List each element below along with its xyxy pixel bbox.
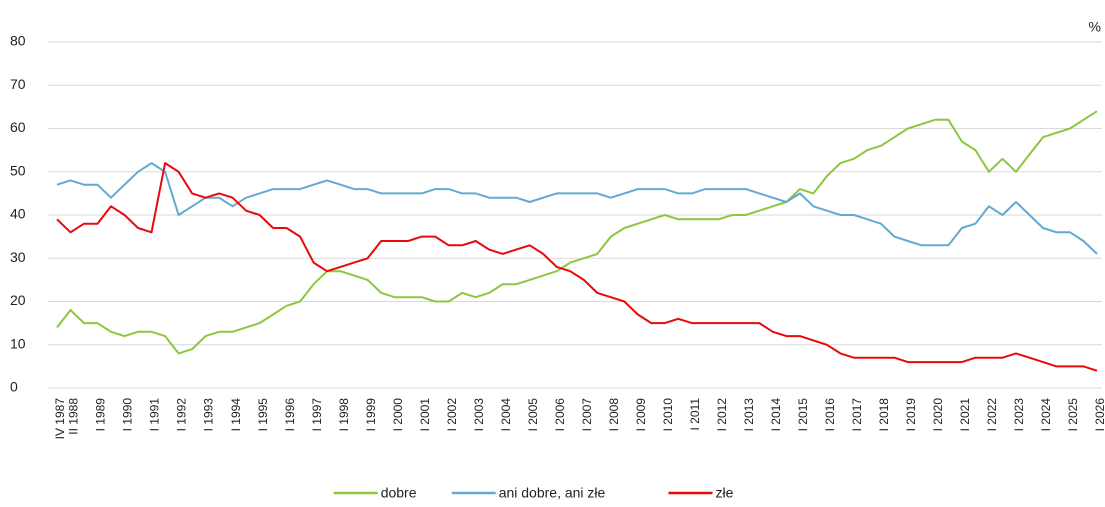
x-tick-label: I 2002: [445, 398, 459, 432]
y-tick-label: 60: [10, 119, 26, 135]
x-tick-label: I 2000: [391, 398, 405, 432]
x-tick-label: I 2022: [985, 398, 999, 432]
x-tick-label: II 1988: [67, 398, 81, 435]
x-tick-label: I 2001: [418, 398, 432, 432]
x-tick-label: I 2021: [958, 398, 972, 432]
y-tick-label: 80: [10, 33, 26, 49]
series-line: [56, 110, 1098, 355]
x-tick-label: I 1997: [310, 398, 324, 432]
legend-label: złe: [716, 485, 734, 501]
x-tick-label: I 2018: [877, 398, 891, 432]
x-tick-label: I 2024: [1039, 398, 1053, 432]
x-tick-label: I 1996: [283, 398, 297, 432]
y-tick-label: 20: [10, 292, 26, 308]
x-tick-label: I 2003: [472, 398, 486, 432]
x-tick-label: I 2012: [715, 398, 729, 432]
x-tick-label: I 1998: [337, 398, 351, 432]
x-tick-label: I 2006: [553, 398, 567, 432]
x-tick-label: I 1990: [121, 398, 135, 432]
x-tick-label: I 2020: [931, 398, 945, 432]
x-tick-label: IV 1987: [53, 398, 67, 440]
legend-label: dobre: [381, 485, 417, 501]
x-tick-label: I 2004: [499, 398, 513, 432]
x-tick-label: I 2007: [580, 398, 594, 432]
x-tick-label: I 2011: [688, 398, 702, 431]
x-tick-label: I 2025: [1066, 398, 1080, 432]
x-tick-label: I 1992: [175, 398, 189, 432]
series-line: [56, 162, 1098, 372]
x-tick-label: I 2016: [823, 398, 837, 432]
series-line: [56, 162, 1098, 255]
x-tick-label: I 1994: [229, 398, 243, 432]
x-tick-label: I 1991: [148, 398, 162, 432]
x-tick-label: I 2010: [661, 398, 675, 432]
x-tick-label: I 2023: [1012, 398, 1026, 432]
y-tick-label: 70: [10, 76, 26, 92]
x-tick-label: I 2026: [1093, 398, 1105, 432]
x-tick-label: I 2005: [526, 398, 540, 432]
y-tick-label: 40: [10, 206, 26, 222]
legend-label: ani dobre, ani złe: [499, 485, 606, 501]
x-tick-label: I 1993: [202, 398, 216, 432]
y-tick-label: 0: [10, 379, 18, 395]
x-tick-label: I 1999: [364, 398, 378, 432]
x-tick-label: I 2015: [796, 398, 810, 432]
y-tick-label: 30: [10, 249, 26, 265]
x-tick-label: I 2008: [607, 398, 621, 432]
x-tick-label: I 1989: [94, 398, 108, 432]
x-tick-label: I 2013: [742, 398, 756, 432]
x-tick-label: I 1995: [256, 398, 270, 432]
x-tick-label: I 2017: [850, 398, 864, 432]
unit-label: %: [1089, 19, 1101, 35]
x-tick-label: I 2014: [769, 398, 783, 432]
y-tick-label: 50: [10, 162, 26, 178]
x-tick-label: I 2019: [904, 398, 918, 432]
y-tick-label: 10: [10, 335, 26, 351]
x-tick-label: I 2009: [634, 398, 648, 432]
